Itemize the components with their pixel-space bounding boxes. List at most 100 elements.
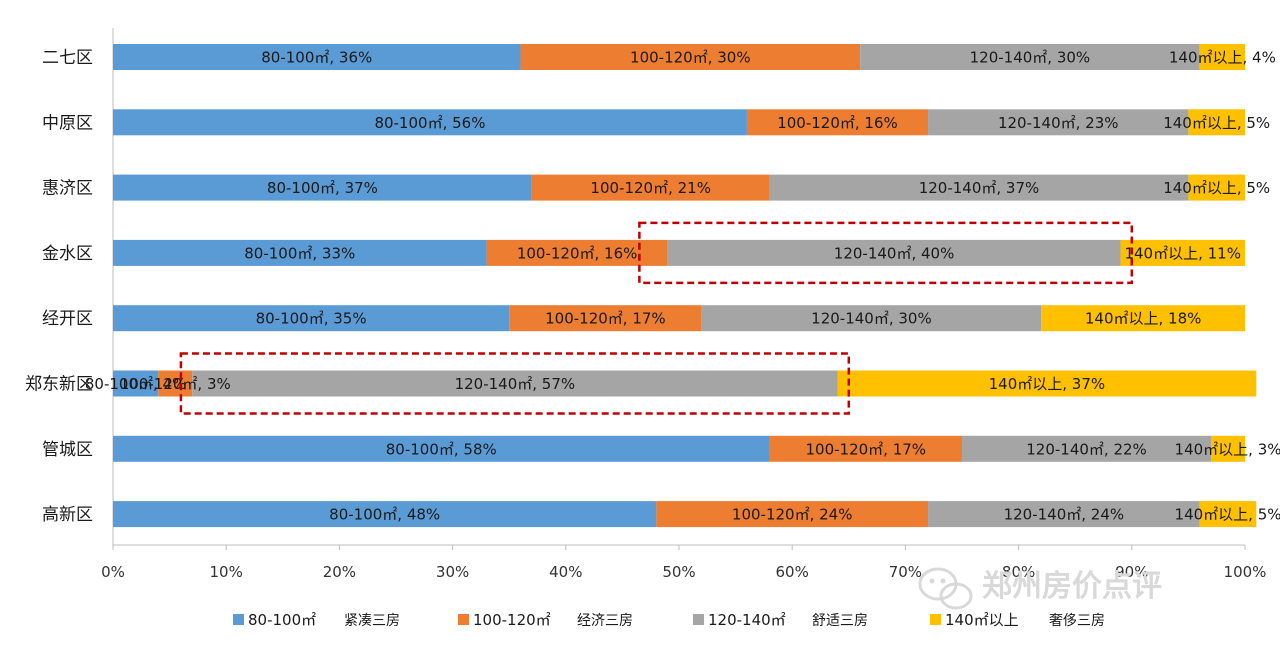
- data-label: 120-140㎡, 23%: [998, 114, 1119, 132]
- legend-note: 舒适三房: [812, 613, 868, 629]
- data-label: 80-100㎡, 35%: [256, 310, 367, 328]
- bar-segment-s3: [962, 435, 1212, 462]
- legend-label: 80-100㎡: [248, 611, 316, 629]
- legend-note: 经济三房: [577, 613, 633, 629]
- data-label: 100-120㎡, 17%: [805, 440, 926, 458]
- bars: [113, 44, 1257, 528]
- data-label: 80-100㎡, 4%: [85, 375, 186, 393]
- category-label: 中原区: [42, 113, 93, 133]
- bar-segment-s4: [1199, 501, 1257, 528]
- data-label: 100-120㎡, 3%: [120, 375, 231, 393]
- category-label: 高新区: [42, 505, 93, 525]
- legend-label: 140㎡以上: [945, 611, 1019, 629]
- bar-segment-s1: [113, 435, 770, 462]
- bar-segment-s3: [192, 370, 838, 397]
- data-label: 80-100㎡, 56%: [374, 114, 485, 132]
- data-label: 100-120㎡, 17%: [545, 310, 666, 328]
- bar-labels: 80-100㎡, 36% 100-120㎡, 30% 120-140㎡, 30% 14…: [85, 49, 1280, 524]
- data-label: 140㎡以上, 37%: [989, 375, 1106, 393]
- legend-note: 紧凑三房: [344, 612, 400, 629]
- data-label: 100-120㎡, 16%: [777, 114, 898, 132]
- bar-segment-s2: [158, 370, 193, 397]
- bar-segment-s4: [1188, 174, 1245, 201]
- x-tick-label: 60%: [776, 563, 809, 581]
- data-label: 120-140㎡, 30%: [970, 49, 1091, 67]
- bar-segment-s3: [769, 174, 1189, 201]
- x-tick-label: 70%: [889, 563, 922, 581]
- bar-segment-s2: [656, 501, 929, 528]
- data-label: 140㎡以上, 11%: [1124, 244, 1241, 262]
- x-tick-label: 50%: [662, 563, 695, 581]
- x-tick-label: 20%: [323, 563, 356, 581]
- category-label: 郑东新区: [25, 375, 93, 395]
- category-label: 惠济区: [42, 179, 93, 199]
- data-label: 120-140㎡, 40%: [834, 244, 955, 262]
- data-label: 100-120㎡, 16%: [517, 244, 638, 262]
- x-tick-label: 30%: [436, 563, 469, 581]
- bar-segment-s3: [701, 305, 1042, 332]
- x-tick-label: 0%: [101, 563, 125, 581]
- bar-segment-s4: [837, 370, 1257, 397]
- category-label: 经开区: [42, 309, 93, 329]
- legend-swatch-s3: [693, 614, 704, 625]
- bar-segment-s2: [520, 44, 861, 70]
- bar-segment-s2: [531, 174, 770, 201]
- bar-segment-s3: [667, 239, 1121, 266]
- data-label: 140㎡以上, 4%: [1169, 49, 1276, 67]
- annotations: [179, 221, 1134, 415]
- legend-label: 120-140㎡: [708, 611, 786, 629]
- data-label: 140㎡以上, 5%: [1163, 179, 1270, 197]
- legend: 80-100㎡ 紧凑三房 100-120㎡ 经济三房 120-140㎡ 舒适三房 140㎡以…: [233, 611, 1105, 629]
- category-label: 二七区: [42, 48, 93, 68]
- bar-segment-s2: [746, 109, 929, 136]
- category-label: 金水区: [42, 244, 93, 264]
- legend-note: 奢侈三房: [1049, 613, 1105, 629]
- wechat-icon: [918, 567, 973, 610]
- data-label: 80-100㎡, 58%: [386, 440, 497, 458]
- data-label: 100-120㎡, 24%: [732, 506, 853, 524]
- data-label: 120-140㎡, 37%: [919, 179, 1040, 197]
- data-label: 140㎡以上, 3%: [1175, 440, 1280, 458]
- bar-segment-s4: [1188, 109, 1245, 136]
- bar-segment-s3: [928, 109, 1189, 136]
- bar-segment-s2: [769, 435, 962, 462]
- bar-segment-s4: [1199, 44, 1245, 70]
- x-tick-label: 90%: [1115, 563, 1148, 581]
- category-label: 管城区: [42, 440, 93, 460]
- bar-segment-s1: [113, 305, 510, 332]
- legend-label: 100-120㎡: [473, 611, 551, 629]
- bar-segment-s1: [113, 370, 159, 397]
- legend-swatch-s1: [233, 614, 244, 625]
- bar-segment-s4: [1041, 305, 1245, 332]
- x-tick-labels: 0% 10% 20% 30% 40% 50% 60% 70% 80% 90% 100%: [101, 563, 1266, 581]
- data-label: 80-100㎡, 48%: [329, 506, 440, 524]
- x-tick-label: 80%: [1002, 563, 1035, 581]
- data-label: 80-100㎡, 36%: [261, 49, 372, 67]
- bar-segment-s2: [486, 239, 668, 266]
- highlight-box: [179, 352, 851, 415]
- axes: [112, 28, 1246, 550]
- bar-segment-s1: [113, 501, 657, 528]
- data-label: 120-140㎡, 22%: [1026, 440, 1147, 458]
- x-tick-label: 100%: [1224, 563, 1267, 581]
- bar-segment-s3: [928, 501, 1200, 528]
- data-label: 120-140㎡, 24%: [1004, 506, 1125, 524]
- watermark-text: 郑州房价点评: [982, 569, 1162, 604]
- legend-swatch-s4: [930, 614, 941, 625]
- data-label: 80-100㎡, 33%: [244, 244, 355, 262]
- watermark: 郑州房价点评: [918, 567, 1162, 610]
- x-tick-label: 40%: [549, 563, 582, 581]
- data-label: 80-100㎡, 37%: [267, 179, 378, 197]
- bar-segment-s2: [509, 305, 702, 332]
- data-label: 140㎡以上, 18%: [1085, 310, 1202, 328]
- data-label: 100-120㎡, 30%: [630, 49, 751, 67]
- bar-segment-s1: [113, 44, 521, 70]
- data-label: 100-120㎡, 21%: [590, 179, 711, 197]
- bar-segment-s1: [113, 109, 747, 136]
- bar-segment-s1: [113, 239, 487, 266]
- bar-segment-s4: [1211, 435, 1245, 462]
- bar-segment-s4: [1120, 239, 1245, 266]
- data-label: 140㎡以上, 5%: [1163, 114, 1270, 132]
- bar-segment-s3: [860, 44, 1200, 70]
